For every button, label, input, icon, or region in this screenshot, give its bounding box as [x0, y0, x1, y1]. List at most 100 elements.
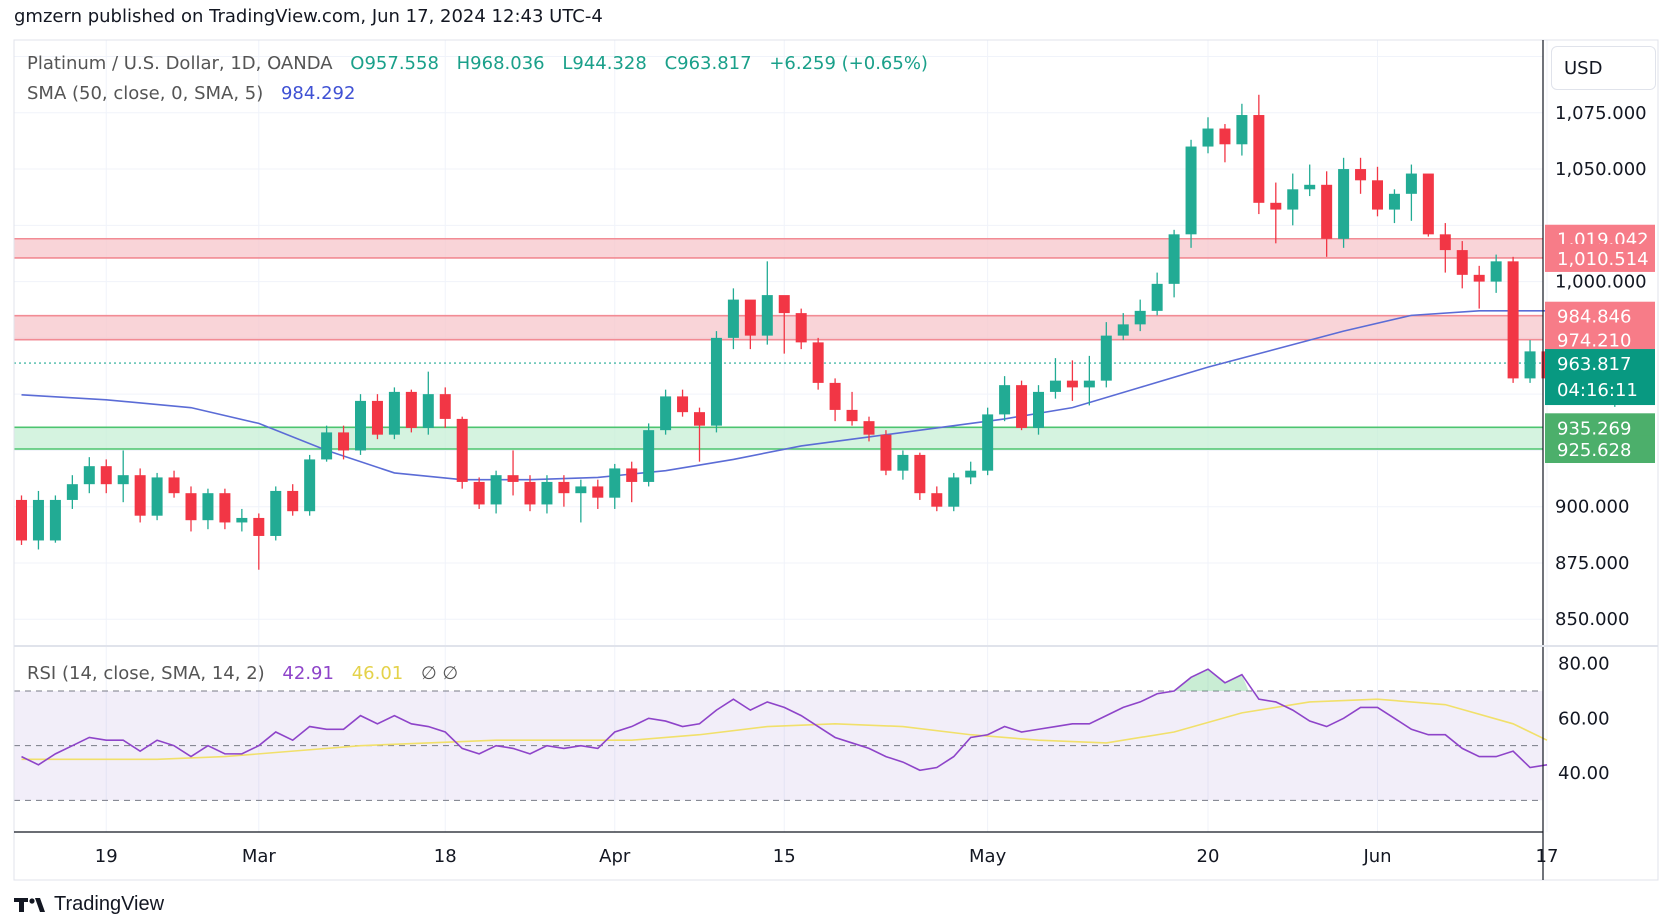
candle-body — [388, 391, 400, 435]
candle-body — [931, 493, 943, 507]
candle-body — [524, 481, 536, 505]
time-tick-label: Jun — [1362, 846, 1391, 867]
last-price-tag — [1545, 349, 1655, 406]
candle-body — [982, 414, 994, 471]
candle-body — [727, 299, 739, 338]
published-line: gmzern published on TradingView.com, Jun… — [14, 6, 603, 27]
candle-body — [321, 432, 333, 460]
sma-value: 984.292 — [280, 83, 356, 104]
candle-body — [1202, 128, 1214, 147]
time-tick-label: Apr — [599, 846, 631, 867]
candle-body — [151, 477, 163, 516]
currency-button[interactable]: USD — [1551, 46, 1656, 90]
candle-body — [1372, 180, 1383, 210]
candle-body — [1422, 173, 1434, 235]
candle-body — [609, 468, 621, 498]
time-tick-label: 20 — [1197, 846, 1220, 867]
candle-body — [710, 337, 722, 426]
candle-body — [965, 470, 977, 478]
zone-price-label: 984.846 — [1557, 307, 1631, 328]
candle-body — [371, 400, 383, 435]
candle-body — [1507, 261, 1519, 379]
rsi-tick-label: 80.00 — [1558, 654, 1610, 675]
tradingview-logo: TradingView — [14, 893, 164, 916]
rsi-tick-label: 40.00 — [1558, 763, 1610, 784]
candle-body — [1236, 115, 1248, 145]
sma-legend: SMA (50, close, 0, SMA, 5) 984.292 — [27, 83, 355, 104]
symbol-legend: Platinum / U.S. Dollar, 1D, OANDA O957.5… — [27, 53, 928, 74]
candle-body — [422, 394, 434, 428]
candle-body — [541, 481, 553, 505]
low-value: L944.328 — [562, 53, 647, 74]
candle-body — [846, 409, 858, 422]
candle-body — [1338, 169, 1350, 239]
time-tick-label: May — [969, 846, 1007, 867]
candle-body — [1270, 202, 1282, 210]
candle-body — [456, 418, 468, 482]
candle-body — [1321, 184, 1333, 239]
candle-body — [626, 468, 638, 482]
candle-body — [473, 481, 485, 505]
zone-band — [14, 238, 1543, 258]
rsi-tick-label: 60.00 — [1558, 708, 1610, 729]
zone-price-tag — [1545, 243, 1655, 272]
candle-body — [1185, 146, 1197, 235]
candle-body — [829, 382, 841, 410]
candle-body — [1219, 128, 1231, 145]
time-tick-label: 18 — [434, 846, 457, 867]
open-value: O957.558 — [350, 53, 439, 74]
candle-body — [897, 454, 909, 471]
candle-body — [439, 394, 451, 419]
price-tick-label: 1,000.000 — [1555, 272, 1647, 293]
zone-price-label: 1,010.514 — [1557, 249, 1649, 270]
rsi-pane — [14, 668, 1548, 801]
close-value: C963.817 — [664, 53, 752, 74]
candle-body — [270, 490, 282, 536]
axis-labels: 850.000 875.000 900.000 1,050.000 1,075.000 1… — [95, 103, 1655, 867]
zone-band — [14, 315, 1543, 340]
candle-body — [880, 434, 892, 471]
candle-body — [643, 430, 655, 482]
candle-body — [1066, 380, 1078, 388]
zone-price-tag — [1545, 435, 1655, 464]
candle-body — [32, 499, 44, 541]
candle-body — [795, 313, 807, 343]
rsi-legend: RSI (14, close, SMA, 14, 2) 42.91 46.01 … — [27, 663, 458, 684]
candle-body — [253, 517, 265, 536]
candle-body — [1151, 283, 1163, 311]
candle-body — [592, 486, 604, 498]
candle-body — [1405, 173, 1417, 194]
candle-body — [1253, 115, 1265, 203]
candle-body — [1388, 193, 1400, 210]
candle-body — [914, 454, 926, 494]
candle-body — [1287, 189, 1299, 210]
last-price-label: 963.817 — [1557, 354, 1631, 375]
candle-body — [1168, 234, 1180, 284]
rsi-label: RSI (14, close, SMA, 14, 2) — [27, 663, 265, 684]
candle-body — [558, 481, 570, 494]
candle-body — [1083, 380, 1095, 388]
axes — [13, 39, 1659, 881]
time-tick-label: 17 — [1536, 846, 1559, 867]
candle-body — [355, 400, 366, 451]
candle-body — [338, 432, 350, 451]
change-value: +6.259 (+0.65%) — [769, 53, 928, 74]
price-zones — [14, 237, 1543, 450]
symbol-name: Platinum / U.S. Dollar, 1D, OANDA — [27, 53, 333, 74]
candle-body — [1524, 351, 1536, 379]
high-value: H968.036 — [456, 53, 545, 74]
rsi-line — [21, 668, 1548, 772]
zone-band — [14, 427, 1543, 450]
candle-body — [66, 484, 78, 500]
rsi-sma-line — [21, 698, 1548, 761]
candle-body — [236, 517, 248, 523]
candle-body — [948, 477, 960, 507]
candle-body — [1033, 391, 1044, 428]
zone-price-tag — [1545, 325, 1655, 354]
candle-body — [761, 295, 773, 336]
candle-body — [999, 385, 1011, 415]
sma50-line — [21, 310, 1547, 481]
zone-price-tag — [1545, 301, 1655, 330]
candle-body — [49, 499, 61, 541]
